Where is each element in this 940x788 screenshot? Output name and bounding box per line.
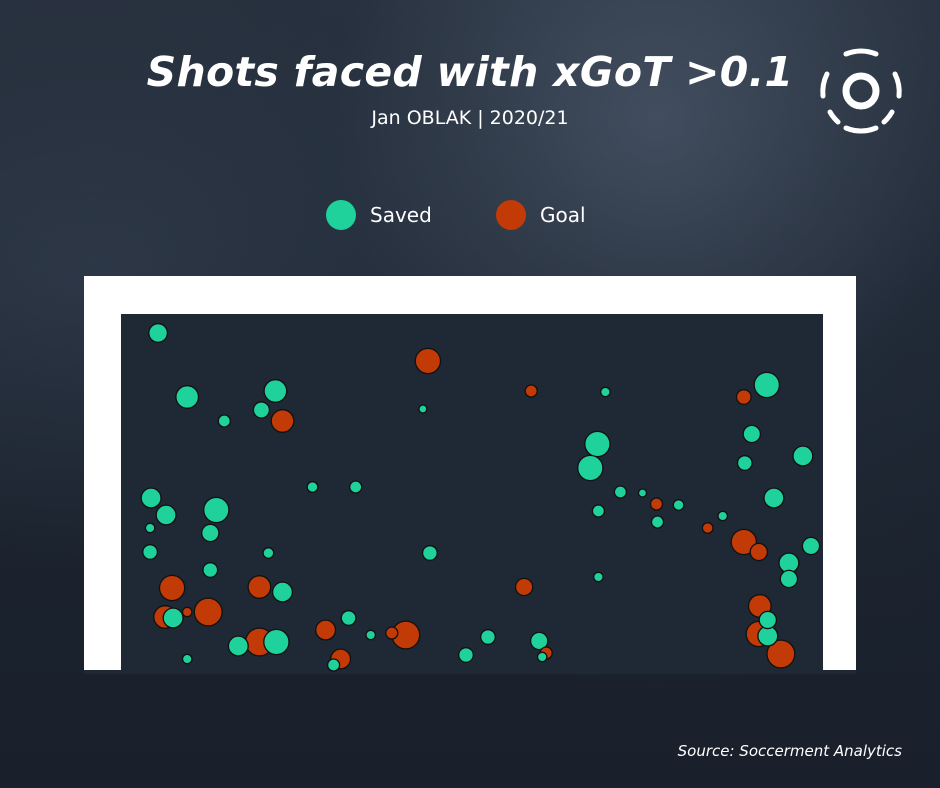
saved-shot-point — [792, 445, 814, 467]
saved-shot-point — [584, 430, 611, 458]
goal-shot-point — [315, 619, 337, 641]
saved-shot-point — [263, 628, 290, 656]
saved-shot-point — [202, 562, 219, 578]
saved-shot-point — [140, 487, 162, 509]
goal-shot-point — [766, 639, 796, 669]
legend-item-goal: Goal — [496, 198, 616, 232]
soccerment-logo-icon — [820, 48, 902, 134]
saved-shot-point — [529, 631, 549, 651]
goal-shot-point — [735, 389, 752, 405]
saved-shot-point — [758, 610, 778, 630]
goal-shot-point — [524, 384, 538, 398]
goal-shot-point — [181, 606, 193, 618]
saved-shot-point — [144, 522, 156, 534]
saved-shot-point — [263, 379, 288, 403]
legend-goal-label: Goal — [540, 203, 586, 227]
saved-shot-point — [536, 651, 548, 663]
goal-shot-point — [514, 577, 534, 597]
legend-saved-marker — [326, 200, 356, 230]
saved-shot-point — [271, 581, 294, 603]
saved-shot-point — [203, 496, 230, 524]
saved-shot-point — [142, 544, 159, 560]
saved-shot-point — [637, 488, 648, 498]
goal-frame — [84, 276, 856, 674]
saved-shot-point — [650, 515, 665, 529]
goal-shot-point — [701, 522, 714, 534]
goal-shot-point — [414, 347, 442, 375]
saved-shot-point — [717, 510, 729, 522]
saved-shot-point — [421, 545, 438, 561]
saved-shot-point — [365, 629, 377, 641]
saved-shot-point — [742, 424, 762, 444]
goal-line — [84, 670, 856, 674]
saved-shot-point — [753, 371, 781, 399]
saved-shot-point — [349, 480, 363, 494]
saved-shot-point — [763, 487, 785, 509]
saved-shot-point — [613, 485, 628, 499]
saved-shot-point — [577, 454, 604, 482]
saved-shot-point — [591, 504, 606, 518]
shot-map-plot — [84, 314, 856, 674]
saved-shot-point — [217, 414, 231, 428]
saved-shot-point — [181, 653, 193, 665]
saved-shot-point — [162, 607, 184, 629]
saved-shot-point — [672, 499, 685, 511]
saved-shot-point — [262, 547, 275, 559]
saved-shot-point — [227, 635, 249, 657]
source-note: Source: Soccerment Analytics — [677, 742, 902, 760]
saved-shot-point — [418, 404, 428, 414]
goal-shot-point — [749, 542, 769, 562]
legend-item-saved: Saved — [326, 198, 456, 232]
saved-shot-point — [340, 610, 357, 626]
saved-shot-point — [458, 647, 474, 663]
chart-title: Shots faced with xGoT >0.1 — [146, 48, 794, 96]
legend-goal-marker — [496, 200, 526, 230]
saved-shot-point — [155, 504, 177, 526]
saved-shot-point — [593, 571, 604, 583]
goal-shot-point — [649, 497, 664, 511]
saved-shot-point — [600, 386, 611, 398]
saved-shot-point — [252, 401, 271, 419]
saved-shot-point — [326, 658, 341, 672]
goal-shot-point — [270, 409, 295, 433]
saved-shot-point — [175, 385, 200, 409]
saved-shot-point — [736, 455, 753, 471]
goal-mouth — [121, 314, 823, 670]
saved-shot-point — [306, 481, 319, 493]
legend-saved-label: Saved — [370, 203, 432, 227]
goal-shot-point — [158, 574, 186, 602]
saved-shot-point — [201, 523, 220, 543]
goal-shot-point — [247, 575, 272, 599]
goal-shot-point — [385, 626, 399, 640]
saved-shot-point — [801, 536, 821, 556]
saved-shot-point — [148, 323, 169, 343]
goal-shot-point — [730, 528, 758, 556]
chart-subtitle: Jan OBLAK | 2020/21 — [371, 107, 569, 129]
saved-shot-point — [779, 569, 799, 589]
goal-shot-point — [193, 597, 223, 627]
saved-shot-point — [480, 629, 496, 645]
